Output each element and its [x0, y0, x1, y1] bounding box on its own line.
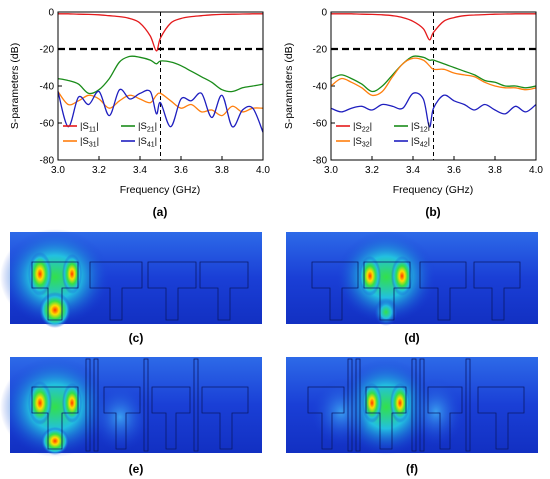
- field-f-structure: [307, 386, 525, 450]
- chart-b-yticks: 0 -20 -40 -60 -80: [313, 8, 335, 167]
- field-c-hotspot-right: [62, 254, 82, 294]
- chart-a-xtick-label: 4.0: [256, 165, 270, 176]
- field-d-hotspot-right: [391, 256, 413, 296]
- chart-a-xtick-label: 3.0: [51, 165, 65, 176]
- chart-a-series-line-3: [57, 88, 264, 133]
- field-panel-e: (e): [0, 357, 262, 476]
- chart-b-xtick-label: 3.2: [365, 165, 379, 176]
- field-e-decoupling-strips: [85, 358, 199, 452]
- chart-b-xlabel: Frequency (GHz): [393, 184, 474, 196]
- field-f-hotspot-right: [390, 383, 410, 423]
- chart-a-ytick-label: 0: [48, 8, 54, 19]
- chart-b-reflines: [331, 12, 536, 160]
- chart-a-legend-label-3: |S41|: [138, 136, 157, 149]
- chart-b-ylabel: S-paramaters (dB): [283, 43, 295, 129]
- field-f-cool-1: [311, 378, 371, 446]
- field-e-glow: [0, 357, 110, 457]
- field-c-label: (c): [129, 331, 144, 345]
- chart-a-legend-label-1: |S21|: [138, 121, 157, 134]
- field-c-glow: [0, 229, 110, 325]
- chart-a-legend-label-2: |S31|: [80, 136, 99, 149]
- field-f-decoupling-strips: [347, 358, 471, 452]
- chart-b: S-paramaters (dB) 0 -20 -40 -60 -80 3.0 3.2 3.…: [283, 8, 543, 220]
- chart-b-ytick-label: -40: [313, 82, 328, 93]
- field-e-hotspot-top: [28, 381, 52, 425]
- chart-a-panel-label: (a): [153, 205, 168, 219]
- chart-a-legend-label-0: |S11|: [80, 121, 99, 134]
- chart-a-legend: |S11| |S21| |S31| |S41|: [63, 121, 157, 149]
- chart-b-series-line-3: [330, 92, 537, 128]
- chart-a: S-parameters (dB) 0 -20 -40 -60 -80 3.0 3.2 3.…: [9, 8, 270, 220]
- chart-b-ytick-label: -20: [313, 45, 328, 56]
- chart-a-ytick-label: -60: [40, 119, 55, 130]
- chart-a-series: [57, 13, 264, 133]
- chart-b-legend: |S22| |S12| |S32| |S42|: [336, 121, 430, 149]
- chart-b-legend-label-1: |S12|: [411, 121, 430, 134]
- field-e-hotspot-feed: [41, 427, 69, 455]
- chart-b-legend-label-0: |S22|: [353, 121, 372, 134]
- chart-b-ytick-label: -80: [313, 156, 328, 167]
- chart-b-series-line-1: [330, 55, 537, 93]
- chart-b-series-line-2: [330, 57, 537, 97]
- field-panel-d: (d): [286, 231, 538, 345]
- field-panel-f: (f): [286, 357, 538, 476]
- chart-b-ytick-label: -60: [313, 119, 328, 130]
- chart-a-series-line-1: [57, 55, 264, 95]
- chart-a-ylabel: S-parameters (dB): [9, 43, 21, 129]
- chart-a-ytick-label: -40: [40, 82, 55, 93]
- field-f-label: (f): [406, 462, 418, 476]
- field-panel-c: (c): [0, 229, 262, 345]
- field-e-label: (e): [129, 462, 144, 476]
- chart-a-xtick-label: 3.6: [174, 165, 188, 176]
- chart-a-xtick-label: 3.8: [215, 165, 229, 176]
- chart-b-xtick-label: 3.8: [488, 165, 502, 176]
- chart-b-ytick-label: 0: [321, 8, 327, 19]
- chart-b-xtick-label: 4.0: [529, 165, 543, 176]
- field-d-structure: [311, 261, 521, 321]
- chart-a-series-line-0: [58, 13, 263, 52]
- field-d-glow: [336, 231, 436, 323]
- chart-a-xlabel: Frequency (GHz): [120, 184, 201, 196]
- chart-b-xtick-label: 3.0: [324, 165, 338, 176]
- chart-a-xtick-label: 3.2: [92, 165, 106, 176]
- field-c-hotspot: [39, 292, 71, 328]
- chart-a-xtick-label: 3.4: [133, 165, 147, 176]
- chart-b-xtick-label: 3.4: [406, 165, 420, 176]
- chart-a-ytick-label: -20: [40, 45, 55, 56]
- field-e-cool-1: [90, 383, 150, 451]
- field-d-label: (d): [404, 331, 419, 345]
- field-c-hotspot-top: [28, 252, 52, 296]
- field-d-hotspot-left: [359, 256, 381, 296]
- chart-b-frame: [330, 11, 537, 161]
- chart-b-series: [330, 13, 537, 128]
- chart-b-legend-label-3: |S42|: [411, 136, 430, 149]
- field-e-structure: [31, 386, 249, 450]
- chart-b-xtick-label: 3.6: [447, 165, 461, 176]
- chart-b-series-line-0: [331, 13, 536, 41]
- chart-b-panel-label: (b): [425, 205, 440, 219]
- chart-b-legend-label-2: |S32|: [353, 136, 372, 149]
- field-e-hotspot-right: [62, 383, 82, 423]
- chart-a-frame: [57, 11, 264, 161]
- chart-a-ytick-label: -80: [40, 156, 55, 167]
- field-c-structure: [31, 261, 249, 321]
- chart-a-yticks: 0 -20 -40 -60 -80: [40, 8, 62, 167]
